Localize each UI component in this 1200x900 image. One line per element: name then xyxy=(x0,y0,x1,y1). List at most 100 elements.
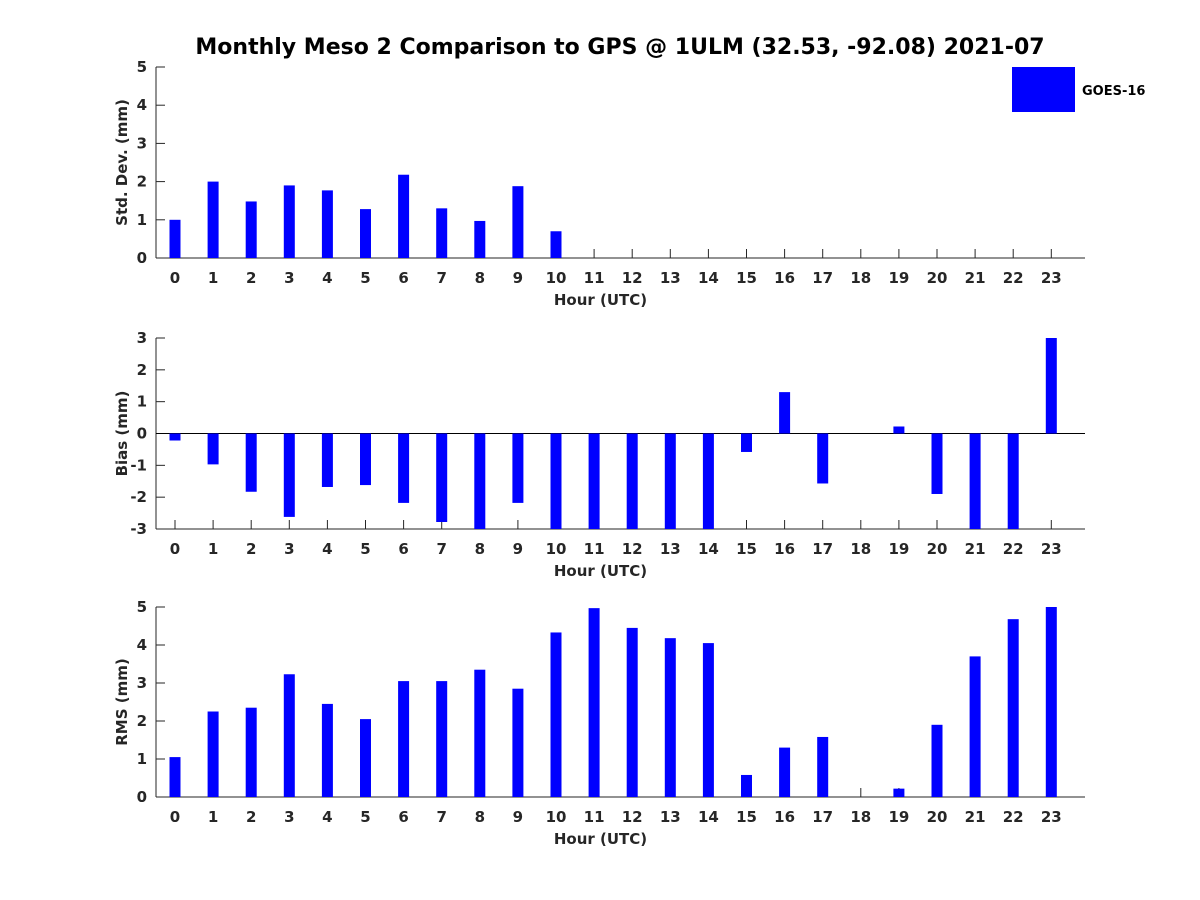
x-tick-label: 4 xyxy=(322,540,332,558)
x-tick-label: 13 xyxy=(660,269,681,287)
y-tick-label: 3 xyxy=(137,674,147,692)
x-tick-label: 7 xyxy=(436,269,446,287)
bar-hour-6 xyxy=(398,174,410,258)
bar-hour-8 xyxy=(474,669,486,797)
x-tick-label: 21 xyxy=(965,808,986,826)
x-tick-label: 20 xyxy=(927,269,948,287)
y-tick-label: -1 xyxy=(130,456,147,474)
bar-hour-0 xyxy=(169,757,181,797)
x-tick-label: 7 xyxy=(436,808,446,826)
bar-hour-13 xyxy=(664,433,676,529)
x-tick-label: 7 xyxy=(436,540,446,558)
bar-hour-7 xyxy=(436,681,448,797)
bar-hour-11 xyxy=(588,608,600,797)
bar-hour-23 xyxy=(1045,607,1057,797)
x-tick-label: 12 xyxy=(622,540,643,558)
bar-hour-10 xyxy=(550,231,562,258)
bar-hour-16 xyxy=(779,392,791,434)
bar-hour-13 xyxy=(664,638,676,797)
x-tick-label: 8 xyxy=(475,808,485,826)
bar-hour-23 xyxy=(1045,338,1057,434)
bar-hour-3 xyxy=(283,433,295,517)
x-axis-label: Hour (UTC) xyxy=(554,830,647,848)
x-tick-label: 15 xyxy=(736,808,757,826)
bar-hour-8 xyxy=(474,433,486,529)
bar-hour-10 xyxy=(550,632,562,797)
x-tick-label: 21 xyxy=(965,269,986,287)
x-tick-label: 0 xyxy=(170,540,180,558)
bar-hour-1 xyxy=(207,181,219,258)
bar-hour-15 xyxy=(741,774,752,797)
y-tick-label: 0 xyxy=(137,425,147,443)
bar-hour-19 xyxy=(893,788,905,797)
bar-hour-10 xyxy=(550,433,562,529)
bar-hour-21 xyxy=(969,656,981,797)
x-tick-label: 4 xyxy=(322,269,332,287)
x-tick-label: 5 xyxy=(360,269,370,287)
y-tick-label: 1 xyxy=(137,750,147,768)
x-tick-label: 19 xyxy=(888,808,909,826)
x-tick-label: 19 xyxy=(888,540,909,558)
x-tick-label: 4 xyxy=(322,808,332,826)
y-tick-label: -3 xyxy=(130,520,147,538)
bar-hour-20 xyxy=(931,724,943,797)
x-tick-label: 2 xyxy=(246,269,256,287)
y-tick-label: 0 xyxy=(137,249,147,267)
bar-hour-6 xyxy=(398,681,410,797)
x-tick-label: 1 xyxy=(208,808,218,826)
bar-hour-2 xyxy=(245,433,257,492)
x-axis-label: Hour (UTC) xyxy=(554,562,647,580)
x-tick-label: 22 xyxy=(1003,808,1024,826)
x-tick-label: 1 xyxy=(208,540,218,558)
x-tick-label: 15 xyxy=(736,540,757,558)
x-tick-label: 18 xyxy=(850,540,871,558)
x-tick-label: 6 xyxy=(398,540,408,558)
x-tick-label: 17 xyxy=(812,808,833,826)
x-tick-label: 22 xyxy=(1003,269,1024,287)
x-tick-label: 12 xyxy=(622,269,643,287)
x-tick-label: 2 xyxy=(246,540,256,558)
x-tick-label: 8 xyxy=(475,540,485,558)
bar-hour-5 xyxy=(360,209,371,258)
x-axis-label: Hour (UTC) xyxy=(554,291,647,309)
x-tick-label: 14 xyxy=(698,808,719,826)
bar-hour-22 xyxy=(1007,619,1019,797)
y-tick-label: 4 xyxy=(137,96,147,114)
x-tick-label: 3 xyxy=(284,269,294,287)
x-tick-label: 0 xyxy=(170,269,180,287)
x-tick-label: 19 xyxy=(888,269,909,287)
x-tick-label: 16 xyxy=(774,269,795,287)
legend-label-goes-16: GOES-16 xyxy=(1082,84,1145,99)
x-tick-label: 11 xyxy=(584,540,605,558)
x-tick-label: 10 xyxy=(546,269,567,287)
bar-hour-17 xyxy=(817,736,829,797)
bar-hour-12 xyxy=(626,433,638,529)
x-tick-label: 23 xyxy=(1041,808,1062,826)
bar-hour-7 xyxy=(436,433,448,522)
bar-hour-8 xyxy=(474,220,486,258)
x-tick-label: 10 xyxy=(546,540,567,558)
bar-hour-5 xyxy=(360,433,371,486)
x-tick-label: 8 xyxy=(475,269,485,287)
bar-hour-0 xyxy=(169,219,181,258)
x-tick-label: 3 xyxy=(284,808,294,826)
bar-hour-6 xyxy=(398,433,410,503)
y-axis-label: RMS (mm) xyxy=(113,658,131,745)
x-tick-label: 9 xyxy=(513,540,523,558)
x-tick-label: 14 xyxy=(698,540,719,558)
bar-hour-14 xyxy=(702,433,714,529)
x-tick-label: 16 xyxy=(774,808,795,826)
bar-hour-9 xyxy=(512,186,524,258)
bar-hour-5 xyxy=(360,719,371,797)
x-tick-label: 18 xyxy=(850,808,871,826)
x-tick-label: 6 xyxy=(398,808,408,826)
bar-hour-9 xyxy=(512,433,524,503)
bar-hour-15 xyxy=(741,433,752,452)
bar-hour-22 xyxy=(1007,433,1019,529)
